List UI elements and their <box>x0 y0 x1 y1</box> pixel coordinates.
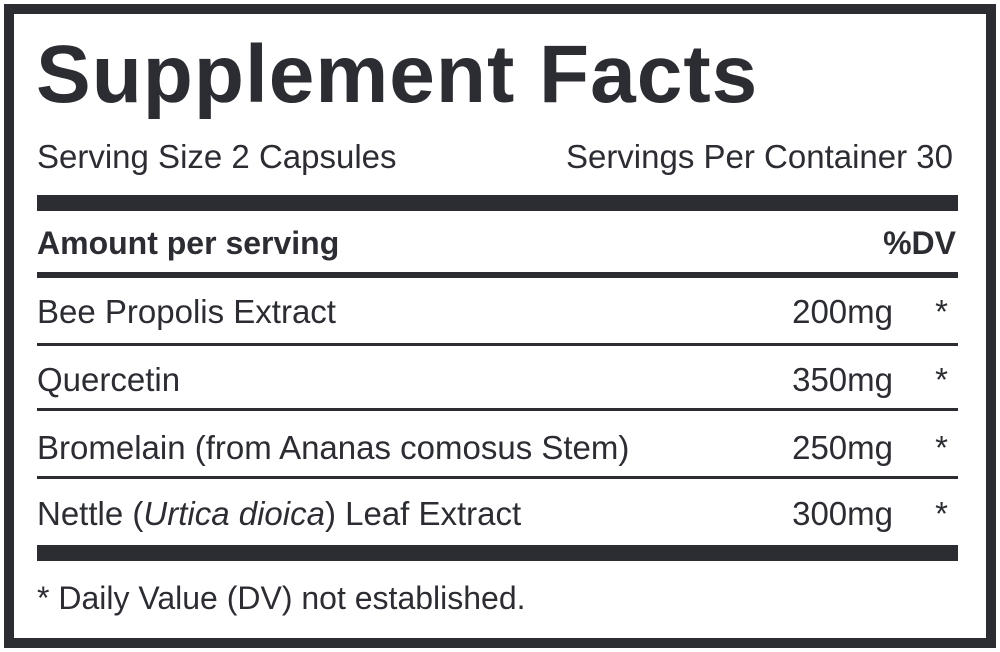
serving-size: Serving Size 2 Capsules <box>37 138 397 175</box>
ingredient-name-prefix: Nettle ( <box>37 495 144 532</box>
column-header-row: Amount per serving %DV <box>37 218 958 268</box>
daily-value-footnote: * Daily Value (DV) not established. <box>37 580 526 616</box>
amount-per-serving-header: Amount per serving <box>37 225 340 261</box>
ingredient-row: Quercetin 350mg * <box>37 355 958 405</box>
header-divider <box>37 272 958 278</box>
ingredient-name: Nettle (Urtica dioica) Leaf Extract <box>37 489 521 539</box>
ingredient-dv: * <box>935 361 948 398</box>
daily-value-header: %DV <box>883 225 956 261</box>
ingredient-dv: * <box>935 429 948 466</box>
ingredient-name: Bromelain (from Ananas comosus Stem) <box>37 429 630 466</box>
ingredient-amount: 250mg <box>792 429 893 466</box>
ingredient-dv: * <box>935 293 948 330</box>
ingredient-row: Bromelain (from Ananas comosus Stem) 250… <box>37 423 958 473</box>
ingredient-name: Bee Propolis Extract <box>37 293 336 330</box>
row-divider <box>37 408 958 411</box>
ingredient-amount: 200mg <box>792 293 893 330</box>
supplement-facts-panel <box>4 4 996 648</box>
ingredient-amount: 300mg <box>792 495 893 532</box>
ingredient-name-latin: Urtica dioica <box>143 495 325 532</box>
ingredient-amount: 350mg <box>792 361 893 398</box>
ingredient-dv: * <box>935 495 948 532</box>
panel-title: Supplement Facts <box>36 29 759 120</box>
ingredient-name-suffix: ) Leaf Extract <box>324 495 522 532</box>
ingredient-name: Quercetin <box>37 361 181 398</box>
thick-divider-top <box>37 195 958 211</box>
ingredient-row: Bee Propolis Extract 200mg * <box>37 287 958 337</box>
servings-per-container: Servings Per Container 30 <box>565 138 953 175</box>
ingredient-row: Nettle (Urtica dioica) Leaf Extract 300m… <box>37 489 958 539</box>
row-divider <box>37 343 958 346</box>
row-divider <box>37 476 958 479</box>
thick-divider-bottom <box>37 545 958 561</box>
